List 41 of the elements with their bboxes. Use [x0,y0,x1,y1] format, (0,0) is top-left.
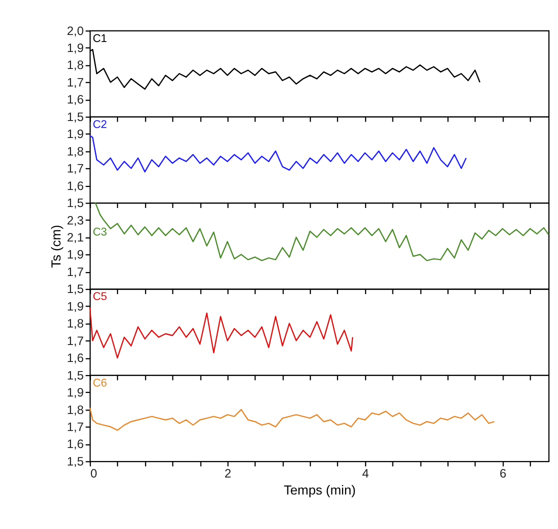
y-axis-title: Ts (cm) [48,224,64,268]
y-tick-label: 1,8 [66,58,84,72]
x-tick-label: 6 [500,466,507,481]
line-series [89,307,354,358]
y-tick-label: 2,1 [66,230,84,244]
series-label: C3 [92,226,108,239]
y-tick-label: 1,5 [66,196,84,210]
y-tick-label: 1,9 [66,299,84,314]
x-tick-label: 2 [224,466,232,481]
series-label: C5 [92,291,108,304]
y-tick-label: 1,8 [66,402,84,417]
line-series [89,135,467,172]
y-tick-label: 1,6 [66,351,84,366]
y-tick-label: 1,9 [66,40,84,55]
y-tick-label: 1,7 [66,334,84,348]
y-tick-label: 1,8 [66,316,84,331]
x-tick-label: 0 [90,466,98,481]
x-axis-title: Temps (min) [284,482,356,498]
y-tick-label: 1,9 [66,248,84,262]
line-series [89,407,495,431]
y-tick-label: 2,3 [66,213,84,228]
y-tick-label: 1,5 [66,110,84,124]
y-tick-label: 1,9 [66,127,84,142]
y-tick-label: 1,7 [66,420,84,434]
x-tick-label: 4 [362,466,370,481]
y-tick-label: 1,6 [66,437,84,452]
series-label: C6 [92,377,108,390]
y-tick-label: 1,6 [66,178,84,193]
y-tick-label: 2,0 [66,24,84,38]
y-tick-label: 1,6 [66,92,84,107]
y-tick-label: 1,8 [66,144,84,158]
y-tick-label: 1,7 [66,264,84,279]
y-tick-label: 1,7 [66,75,84,90]
y-tick-label: 1,9 [66,386,84,400]
series-label: C2 [92,118,108,131]
y-tick-label: 1,5 [66,282,84,296]
y-tick-label: 1,7 [66,162,84,176]
y-tick-label: 1,5 [66,368,84,382]
series-label: C1 [92,32,108,45]
y-tick-label: 1,5 [66,454,84,468]
line-series [94,202,550,262]
